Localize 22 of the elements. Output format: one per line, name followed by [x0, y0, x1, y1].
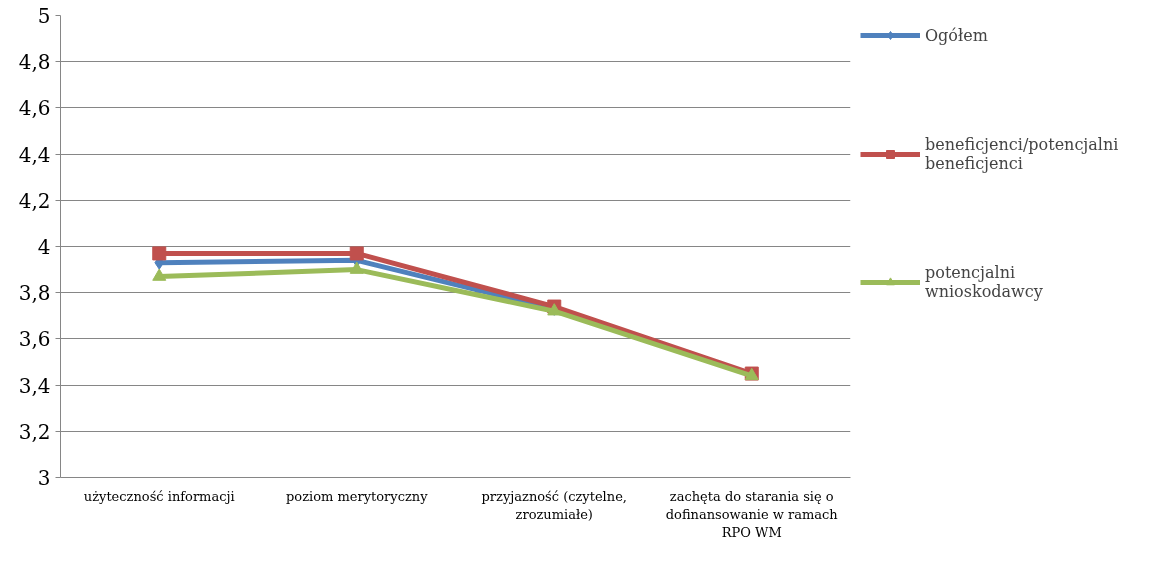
x-tick-label: zachęta do starania się o dofinansowanie w ramach RPO WM: [665, 488, 839, 540]
y-tick-label: 4: [37, 235, 51, 259]
y-tick-label: 4,8: [18, 50, 51, 75]
point: [349, 246, 364, 261]
y-tick-label: 3,2: [18, 419, 51, 444]
legend-label: beneficjenci/potencjalni beneficjenci: [925, 135, 1119, 173]
y-tick-label: 5: [37, 4, 51, 28]
y-tick-label: 4,2: [18, 188, 51, 213]
y-tick-label: 3,6: [18, 327, 51, 352]
x-tick-label: poziom merytoryczny: [286, 488, 429, 504]
x-tick-label: użyteczność informacji: [83, 488, 235, 504]
legend-label: Ogółem: [925, 25, 989, 45]
point: [152, 268, 167, 281]
y-tick-label: 4,6: [18, 96, 51, 121]
legend-label: potencjalni wnioskodawcy: [925, 263, 1044, 301]
point: [349, 261, 364, 274]
y-tick-label: 3,4: [18, 373, 51, 398]
y-tick-label: 3: [37, 466, 51, 490]
y-tick-label: 4,4: [18, 142, 51, 167]
y-tick-label: 3,8: [18, 281, 51, 306]
point: [152, 246, 167, 261]
x-tick-label: przyjazność (czytelne, zrozumiałe): [481, 488, 627, 522]
